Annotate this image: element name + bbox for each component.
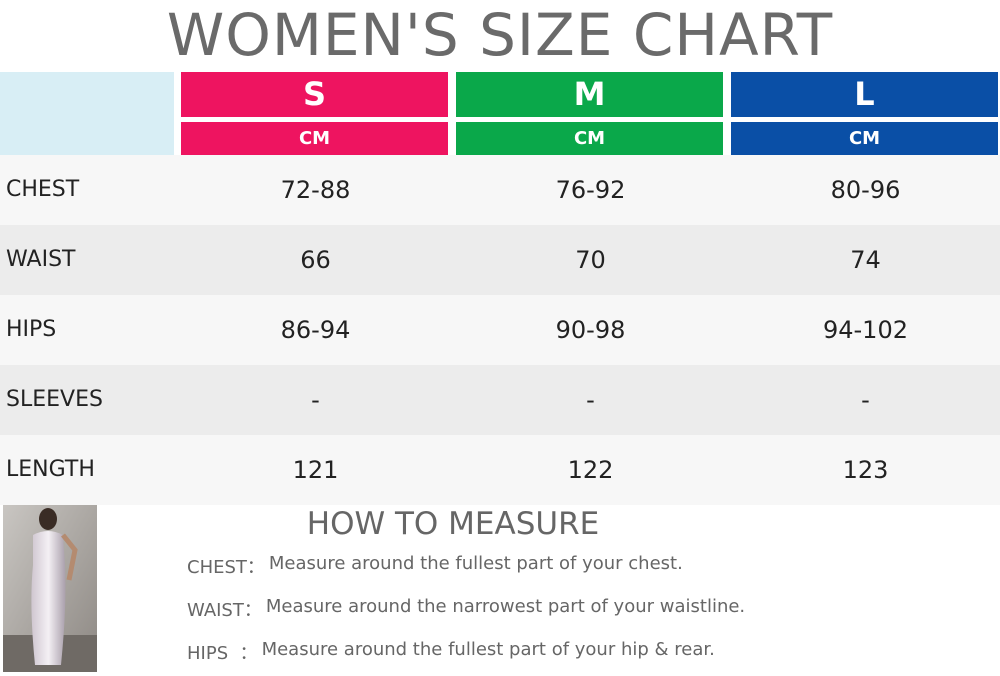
table-cell: 90-98 — [555, 316, 626, 344]
table-cell: 121 — [292, 456, 339, 484]
header-corner — [0, 72, 174, 155]
row-label: CHEST — [6, 177, 80, 202]
measure-title: HOW TO MEASURE — [306, 506, 600, 542]
row-label: LENGTH — [6, 457, 95, 482]
table-cell: 72-88 — [280, 176, 351, 204]
table-cell: 122 — [567, 456, 614, 484]
row-label: WAIST — [6, 247, 76, 272]
measure-text: Measure around the fullest part of your … — [261, 639, 715, 660]
table-cell: 66 — [300, 246, 331, 274]
measure-label: CHEST： — [187, 557, 265, 578]
measure-text: Measure around the narrowest part of you… — [265, 596, 746, 617]
table-cell: 94-102 — [822, 316, 908, 344]
unit-header: CM — [731, 122, 998, 155]
table-cell: 70 — [575, 246, 606, 274]
table-cell: 80-96 — [830, 176, 901, 204]
size-header: S — [181, 72, 448, 117]
unit-header: CM — [181, 122, 448, 155]
unit-header: CM — [456, 122, 723, 155]
measure-text: Measure around the fullest part of your … — [268, 553, 683, 574]
table-cell: 86-94 — [280, 316, 351, 344]
table-row — [0, 435, 1000, 505]
size-header: L — [731, 72, 998, 117]
model-photo — [3, 505, 97, 672]
row-label: HIPS — [6, 317, 57, 342]
measure-label: HIPS ： — [187, 643, 258, 664]
table-row — [0, 295, 1000, 365]
row-label: SLEEVES — [6, 387, 103, 412]
table-cell: - — [586, 386, 595, 414]
table-cell: - — [861, 386, 870, 414]
table-cell: - — [311, 386, 320, 414]
table-cell: 74 — [850, 246, 881, 274]
table-cell: 76-92 — [555, 176, 626, 204]
table-row — [0, 155, 1000, 225]
table-row — [0, 365, 1000, 435]
table-row — [0, 225, 1000, 295]
measure-label: WAIST： — [187, 600, 262, 621]
chart-title: WOMEN'S SIZE CHART — [166, 1, 834, 69]
table-cell: 123 — [842, 456, 889, 484]
size-header: M — [456, 72, 723, 117]
